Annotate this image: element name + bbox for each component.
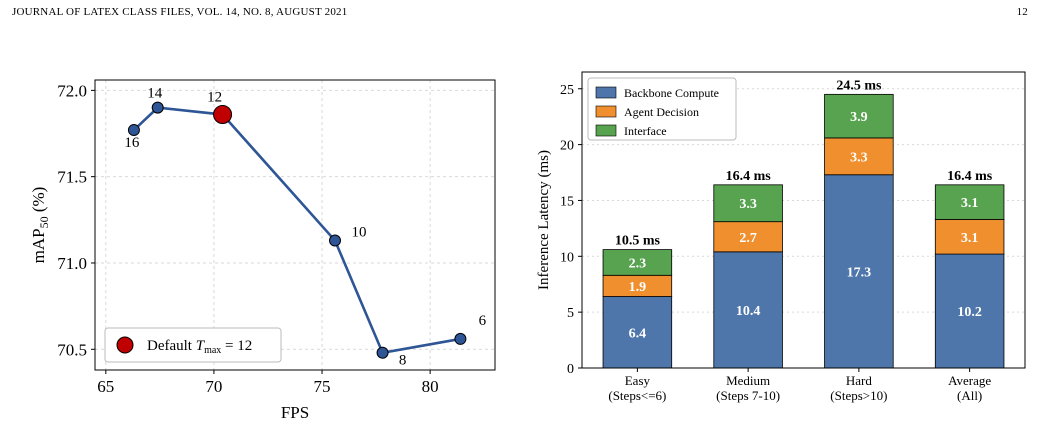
x-axis-label: FPS <box>281 403 309 422</box>
x-tick-label: Medium <box>726 373 770 388</box>
bar-segment <box>934 253 1005 369</box>
x-tick-label: 65 <box>97 377 114 396</box>
point-label: 12 <box>207 90 222 106</box>
x-tick-label: 75 <box>314 377 331 396</box>
y-tick-label: 71.5 <box>57 168 87 187</box>
plot-frame <box>94 79 496 371</box>
x-tick-label: (Steps<=6) <box>608 388 666 403</box>
legend-swatch <box>595 124 617 137</box>
point-label: 10 <box>352 225 367 241</box>
y-tick-label: 25 <box>560 83 574 98</box>
y-tick-label: 70.5 <box>57 340 87 359</box>
legend-swatch <box>595 105 617 118</box>
point-marker <box>329 234 341 247</box>
page-header: JOURNAL OF LATEX CLASS FILES, VOL. 14, N… <box>12 6 1036 22</box>
legend-marker <box>116 336 134 354</box>
bar-value-label: 1.9 <box>629 280 647 295</box>
y-tick-label: 5 <box>567 306 574 321</box>
y-tick-label: 20 <box>560 139 574 154</box>
bar-value-label: 10.4 <box>736 304 761 319</box>
legend-label: Agent Decision <box>624 105 699 119</box>
bar-segment <box>824 137 894 176</box>
bar-value-label: 3.3 <box>739 197 757 212</box>
y-axis-label: Inference Latency (ms) <box>536 150 552 290</box>
bar-segment <box>602 249 673 276</box>
point-marker <box>127 124 140 137</box>
legend-label: Default Tmax = 12 <box>147 338 252 356</box>
y-tick-label: 71.0 <box>57 254 87 273</box>
latency-stacked-bar-chart: 6.4 1.9 2.3 10.5 ms Easy(Steps<=6) 10.4 2.7 3.3… <box>536 71 1026 403</box>
x-tick-label: 80 <box>422 377 439 396</box>
x-tick-label: (Steps>10) <box>830 388 887 403</box>
x-tick-label: (Steps 7-10) <box>716 388 780 403</box>
bar-value-label: 3.9 <box>850 110 868 125</box>
legend-box <box>104 327 282 363</box>
bar-value-label: 3.1 <box>961 231 979 246</box>
x-tick-label: Easy <box>625 373 651 388</box>
bar-total-label: 16.4 ms <box>726 169 772 184</box>
bar-total-label: 24.5 ms <box>836 78 882 93</box>
y-tick-label: 72.0 <box>57 81 87 100</box>
bar-segment <box>824 93 894 139</box>
series-line <box>133 106 461 355</box>
bar-value-label: 3.3 <box>850 150 868 165</box>
point-marker <box>454 332 467 345</box>
bar-value-label: 17.3 <box>847 265 872 280</box>
bar-total-label: 10.5 ms <box>615 234 661 249</box>
legend-box <box>587 77 737 141</box>
plot-frame <box>581 71 1026 369</box>
legend-label: Backbone Compute <box>624 86 719 100</box>
point-label: 8 <box>399 353 407 369</box>
bar-segment <box>713 184 783 223</box>
bar-value-label: 6.4 <box>629 326 647 341</box>
bar-segment <box>602 296 673 369</box>
legend-swatch <box>595 86 617 99</box>
point-marker <box>151 101 164 114</box>
bar-segment <box>934 219 1005 255</box>
default-point-marker <box>213 105 233 125</box>
x-tick-label: Average <box>948 373 991 388</box>
bar-segment <box>934 184 1005 220</box>
fps-map-line-chart: 65 70 75 80 70.5 71.0 71.5 72.0 FPS mAP50 (%) 16 14… <box>29 79 496 422</box>
page-number: 12 <box>1016 6 1028 18</box>
point-label: 14 <box>147 86 163 102</box>
point-label: 16 <box>124 135 140 151</box>
bar-total-label: 16.4 ms <box>947 169 993 184</box>
x-tick-label: (All) <box>957 388 982 403</box>
bar-value-label: 10.2 <box>957 305 982 320</box>
bar-value-label: 2.3 <box>629 256 647 271</box>
bar-segment <box>713 221 783 253</box>
y-tick-label: 0 <box>567 362 574 377</box>
x-tick-label: 70 <box>205 377 222 396</box>
point-label: 6 <box>479 313 487 329</box>
bar-value-label: 3.1 <box>961 196 979 211</box>
journal-header: JOURNAL OF LATEX CLASS FILES, VOL. 14, N… <box>12 6 348 18</box>
point-marker <box>376 346 389 359</box>
x-tick-label: Hard <box>846 373 872 388</box>
y-tick-label: 15 <box>560 194 574 209</box>
y-tick-label: 10 <box>560 250 574 265</box>
y-axis-label: mAP50 (%) <box>29 187 51 264</box>
legend-label: Interface <box>624 124 667 138</box>
bar-value-label: 2.7 <box>739 231 757 246</box>
